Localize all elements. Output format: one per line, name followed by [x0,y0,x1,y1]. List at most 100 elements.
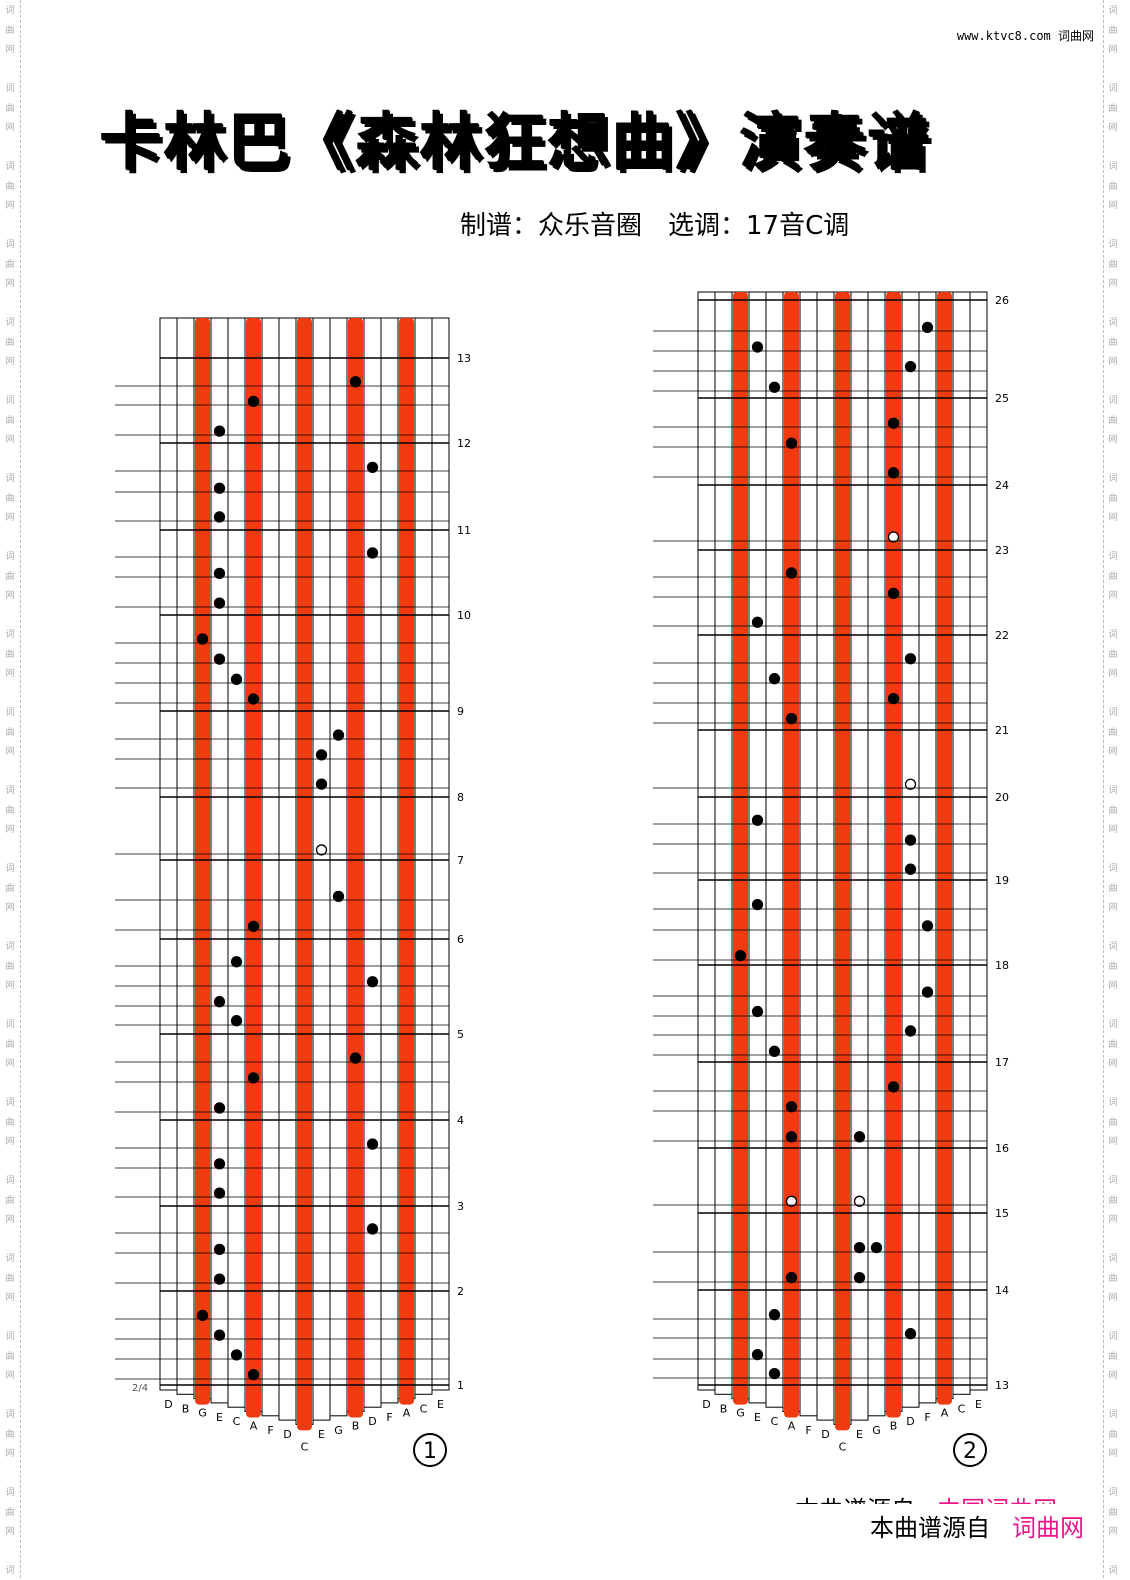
measure-number: 13 [457,352,471,365]
tine [261,317,280,1417]
tine-label: B [720,1402,728,1415]
tine-label: A [403,1407,411,1420]
left-dashed-border [20,0,21,1578]
tine-label: D [821,1428,829,1441]
measure-number: 24 [995,479,1009,492]
note [768,673,781,685]
tied-note [904,778,917,790]
tied-note [315,844,328,856]
note [921,920,934,932]
tine-label: A [788,1420,796,1433]
tine-label: A [941,1407,949,1420]
note [366,976,379,988]
note [785,1131,798,1143]
note [734,950,747,962]
note [785,1101,798,1113]
tine-label: E [216,1411,223,1424]
tine-label: C [301,1440,309,1453]
note [751,341,764,353]
note [768,1309,781,1321]
site-url[interactable]: www.ktvc8.com 词曲网 [956,29,1094,43]
tine [697,291,716,1391]
measure-number: 19 [995,874,1009,887]
note [887,467,900,479]
note [785,567,798,579]
tine-label: C [771,1415,779,1428]
measure-number: 20 [995,791,1009,804]
measure-number: 22 [995,629,1009,642]
note [366,1223,379,1235]
footer-brand[interactable]: 词曲网 [1012,1514,1084,1542]
tine-label: F [267,1424,273,1437]
note [921,321,934,334]
tine [748,291,767,1404]
right-dashed-border [1103,0,1104,1578]
note [904,360,917,373]
footer-source-cut: 本曲谱源自 中国词曲网 [795,1490,1057,1504]
note [870,1242,883,1254]
tine-highlight [348,318,363,1418]
note [230,956,243,968]
panel-number-circle [953,1433,987,1467]
tine-label: E [318,1428,325,1441]
measure-number: 8 [457,791,464,804]
note [768,1367,781,1380]
measure-number: 12 [457,437,471,450]
note [213,1158,226,1170]
measure-number: 14 [995,1284,1009,1297]
tine-label: D [164,1398,172,1411]
panel-number: 2 [963,1439,977,1464]
tine-label: C [233,1415,241,1428]
subtitle: 制谱：众乐音圈 选调：17音C调 [460,211,850,241]
note [247,920,260,933]
tine-highlight [886,292,901,1418]
note [247,395,260,408]
note [853,1131,866,1143]
note [904,834,917,846]
tine-label: E [856,1428,863,1441]
measure-number: 3 [457,1200,464,1213]
note [904,1328,917,1340]
measure-number: 21 [995,724,1009,737]
tine-highlight [297,318,312,1431]
measure-number: 7 [457,854,464,867]
tine-highlight [246,318,261,1418]
note [904,863,917,875]
tine-label: E [975,1398,982,1411]
tine [714,291,733,1395]
note [366,461,379,474]
footer-brand[interactable]: 中国词曲网 [937,1496,1057,1504]
tine-label: F [924,1411,930,1424]
tine-label: D [283,1428,291,1441]
measure-number: 17 [995,1056,1009,1069]
note [315,749,328,761]
tine [816,291,835,1421]
measure-number: 16 [995,1142,1009,1155]
note [213,482,226,494]
note [366,547,379,559]
tine [329,317,348,1417]
footer-source: 本曲谱源自 词曲网 [870,1508,1084,1543]
measure-number: 13 [995,1379,1009,1392]
note [366,1138,379,1150]
note [213,1273,226,1285]
tine-label: B [890,1420,898,1433]
measure-number: 4 [457,1114,464,1127]
tine [799,291,818,1417]
tied-note [785,1195,798,1207]
note [785,1272,798,1284]
tine-label: G [872,1424,881,1437]
tine-label: G [198,1407,207,1420]
measure-number: 25 [995,392,1009,405]
note [887,1081,900,1093]
note [853,1272,866,1284]
tine [363,317,382,1408]
tine-label: C [839,1440,847,1453]
tine [278,317,297,1421]
tine-label: C [420,1402,428,1415]
note [751,899,764,911]
tine [969,291,988,1391]
tine [312,317,331,1421]
tine [765,291,784,1408]
measure-number: 1 [457,1379,464,1392]
